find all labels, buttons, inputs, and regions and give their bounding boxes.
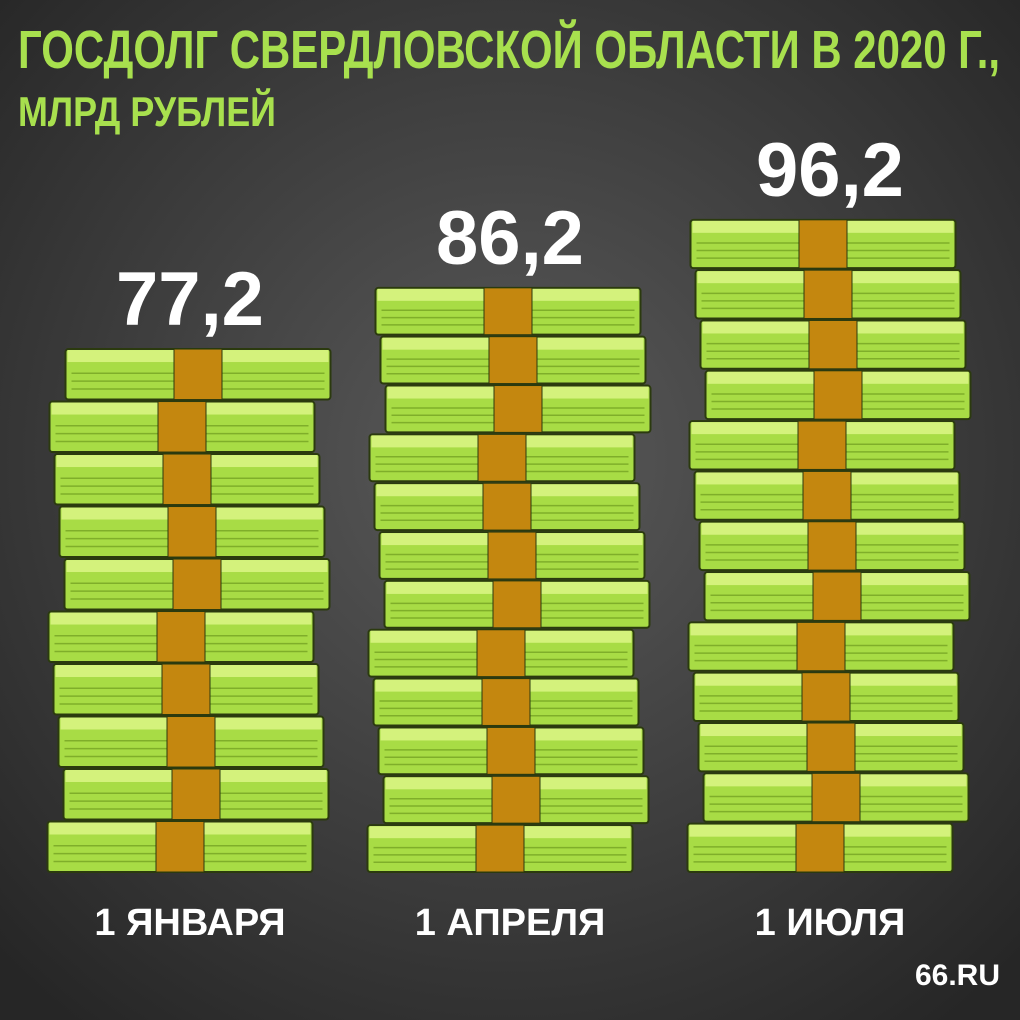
bill-band (812, 571, 862, 621)
bill-band (798, 219, 848, 269)
bill-band (482, 482, 532, 531)
source-logo: 66.RU (915, 959, 1000, 992)
bill-band (802, 470, 852, 521)
bill-band (477, 433, 527, 482)
bill-band (487, 531, 537, 580)
x-tick-label: 1 ИЮЛЯ (755, 902, 906, 944)
value-label: 86,2 (436, 196, 584, 281)
money-stack (46, 348, 332, 874)
bill-band (813, 370, 863, 420)
bill-band (475, 824, 525, 873)
bill-band (486, 726, 536, 775)
money-stack (686, 218, 972, 873)
bill-band (806, 722, 856, 772)
bill-band (808, 319, 858, 370)
bill-band (801, 672, 851, 722)
value-label: 77,2 (116, 257, 264, 342)
bill-band (483, 287, 533, 336)
bill-band (172, 558, 222, 611)
bill-band (481, 678, 531, 726)
bill-band (795, 823, 845, 873)
bill-band (161, 663, 211, 716)
bill-band (488, 336, 538, 385)
bill-band (166, 716, 216, 768)
bill-band (797, 420, 847, 470)
bill-band (171, 768, 221, 821)
bill-band (476, 629, 526, 678)
money-stack (366, 286, 652, 873)
bill-band (796, 621, 846, 672)
bill-band (491, 775, 541, 824)
bill-band (807, 521, 857, 571)
bill-band (492, 580, 542, 629)
chart-title: ГОСДОЛГ СВЕРДЛОВСКОЙ ОБЛАСТИ В 2020 Г., (18, 19, 1000, 80)
bill-band (156, 611, 206, 663)
bill-band (173, 348, 223, 401)
value-label: 96,2 (756, 128, 904, 213)
bill-band (167, 506, 217, 558)
bill-band (155, 821, 205, 873)
bill-band (157, 401, 207, 453)
bill-band (811, 772, 861, 823)
x-tick-label: 1 АПРЕЛЯ (415, 902, 606, 944)
bill-band (803, 269, 853, 319)
bill-band (162, 453, 212, 506)
bill-band (493, 385, 543, 433)
x-tick-label: 1 ЯНВАРЯ (94, 902, 285, 944)
chart-subtitle: МЛРД РУБЛЕЙ (18, 87, 276, 135)
